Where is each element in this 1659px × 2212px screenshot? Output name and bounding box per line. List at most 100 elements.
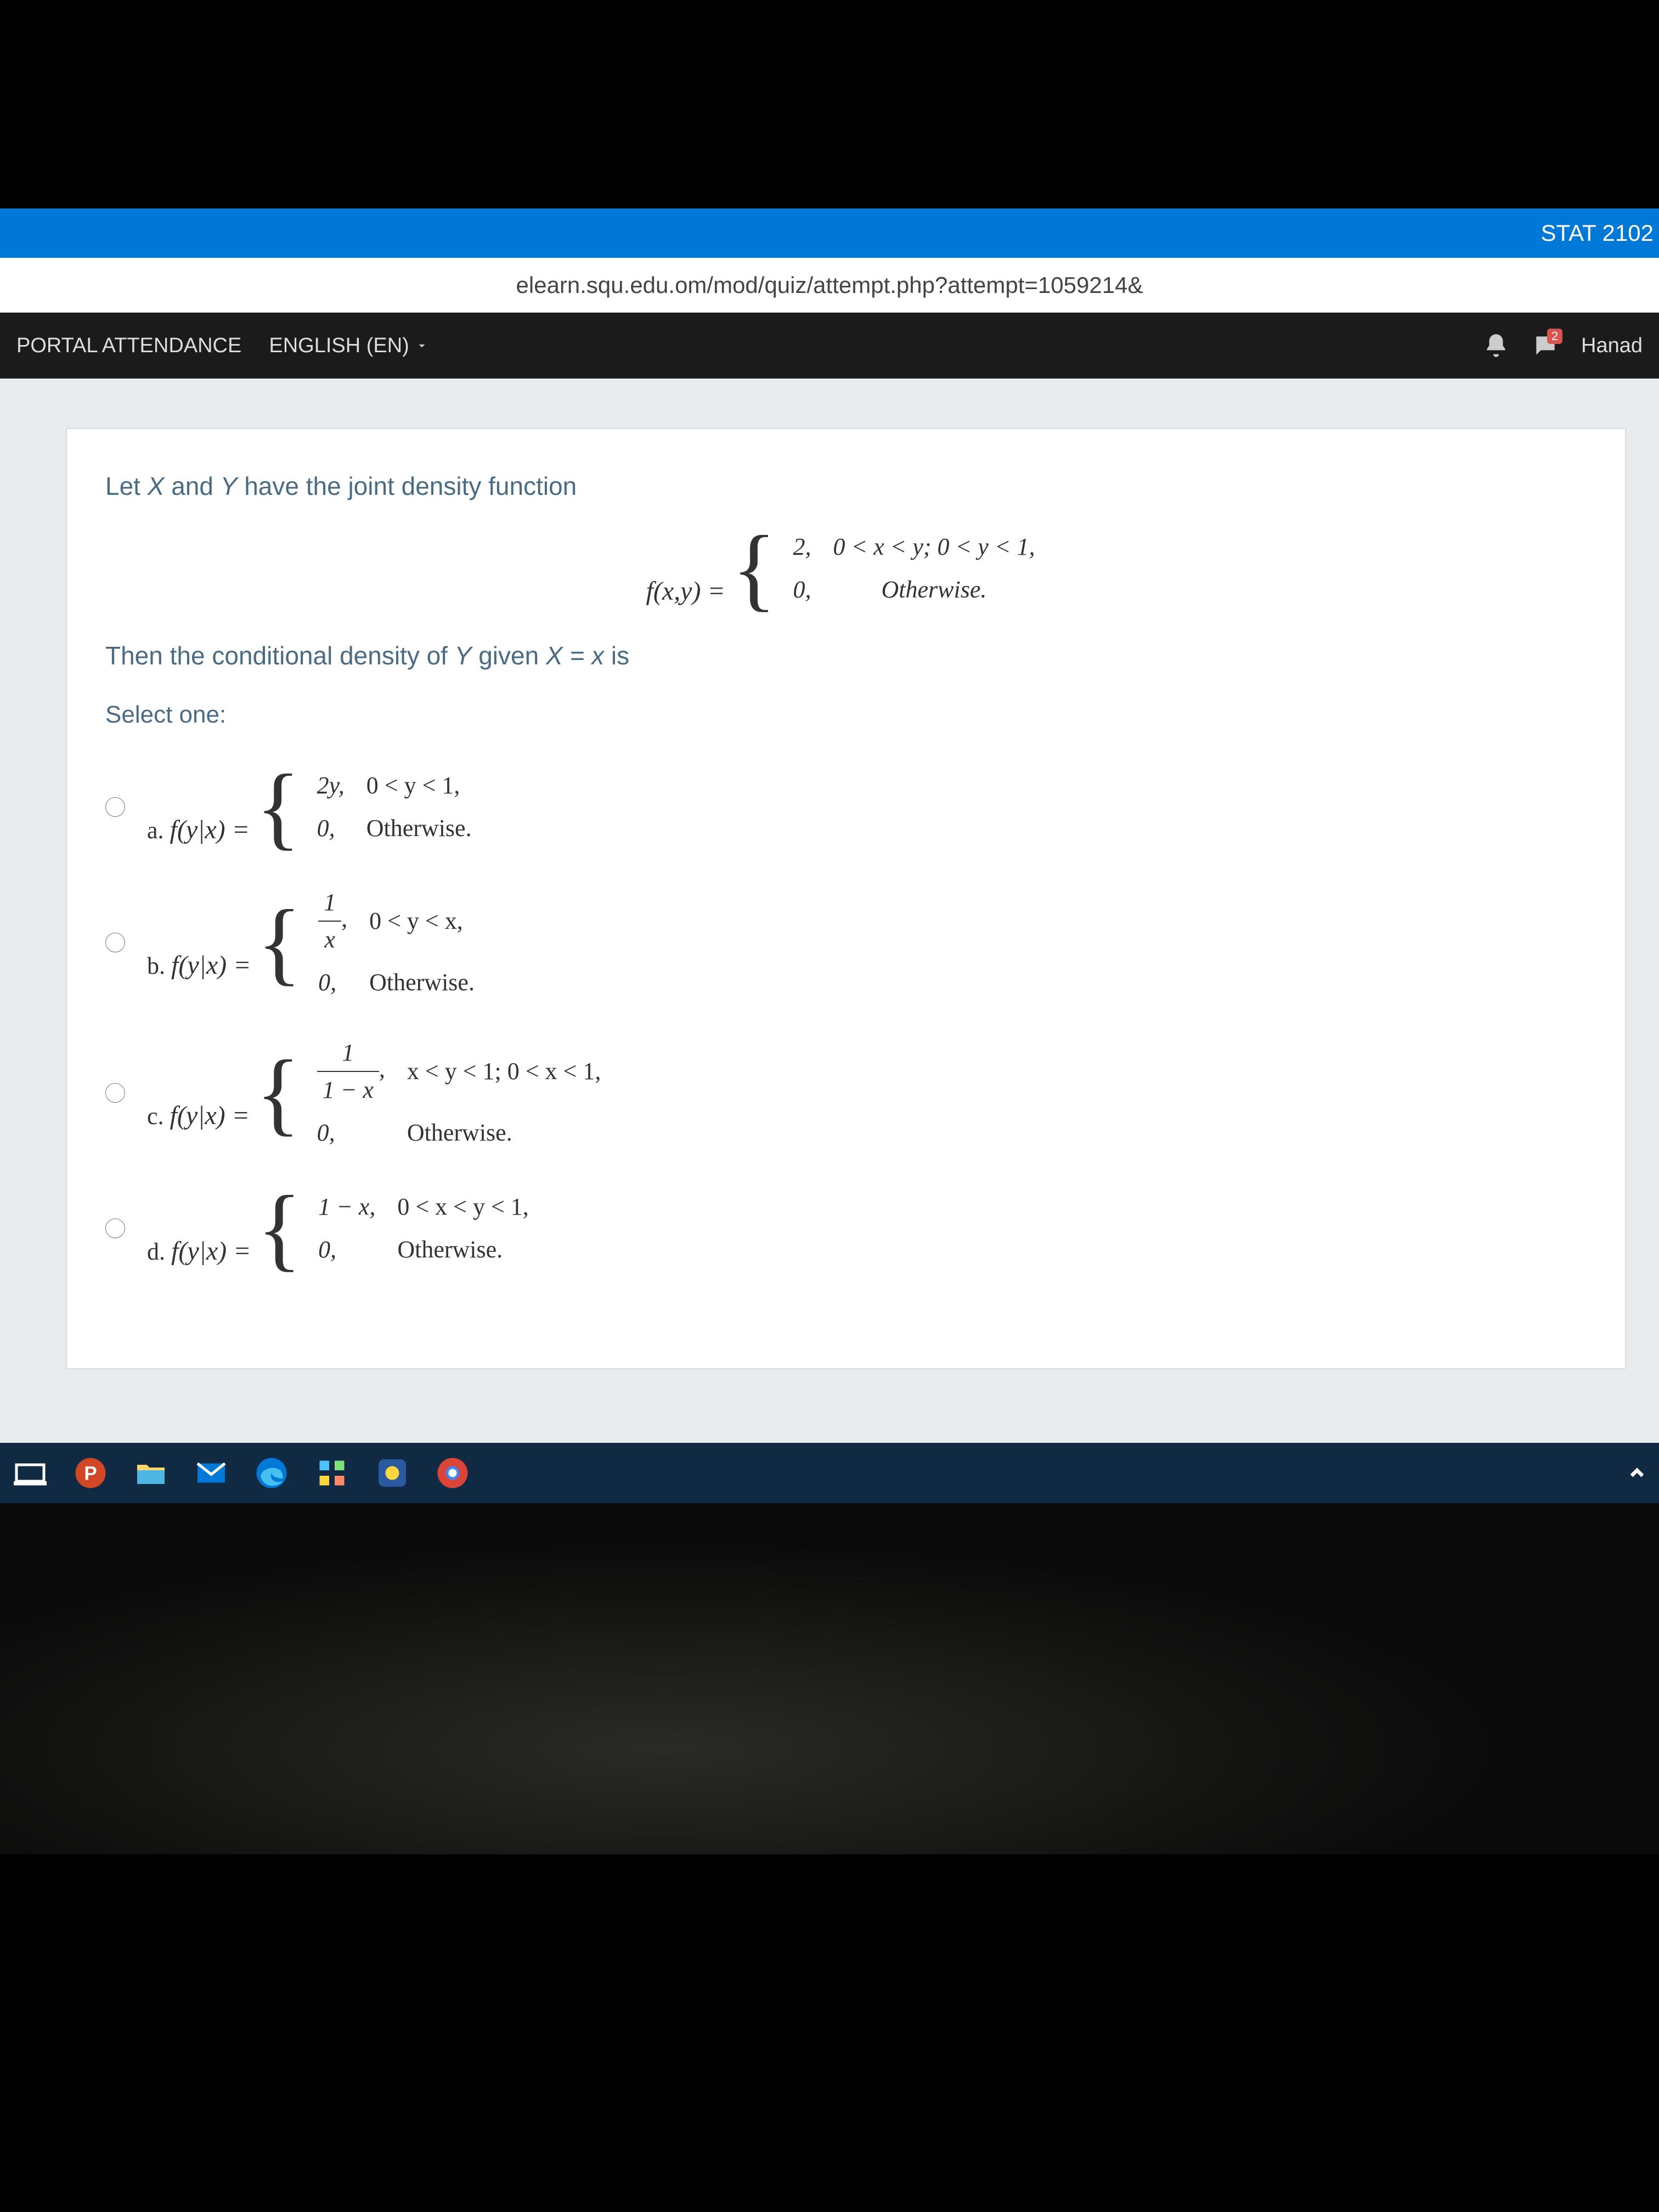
chevron-down-icon xyxy=(415,338,429,353)
tray-expand[interactable] xyxy=(1626,1462,1648,1484)
address-url: elearn.squ.edu.om/mod/quiz/attempt.php?a… xyxy=(516,272,1143,298)
edge-icon xyxy=(255,1457,288,1489)
address-bar[interactable]: elearn.squ.edu.om/mod/quiz/attempt.php?a… xyxy=(0,258,1659,313)
app-icon xyxy=(376,1457,409,1489)
r1c: x < y < 1; 0 < x < 1, xyxy=(396,1031,612,1111)
option-b-content: b. f(y|x) = { 1x, 0 < y < x, 0,Otherwise… xyxy=(147,881,486,1004)
question-intro: Let X and Y have the joint density funct… xyxy=(105,467,1587,505)
joint-density-equation: f(x,y) = { 2,0 < x < y; 0 < y < 1, 0,Oth… xyxy=(105,522,1587,615)
taskbar-app-settings[interactable] xyxy=(313,1454,351,1492)
r1v: 2y, xyxy=(306,764,356,807)
nav-portal-attendance[interactable]: PORTAL ATTENDANCE xyxy=(16,334,241,358)
r1c: 0 < x < y < 1, xyxy=(386,1186,539,1228)
option-c-radio[interactable] xyxy=(105,1083,125,1103)
case1-val: 2, xyxy=(782,526,822,568)
opt-lhs: f(y|x) = xyxy=(170,815,250,844)
den: x xyxy=(318,922,341,958)
opt-letter: c. xyxy=(147,1103,164,1130)
opt-letter: b. xyxy=(147,952,165,979)
text: and xyxy=(164,472,220,500)
option-c[interactable]: c. f(y|x) = { 11 − x, x < y < 1; 0 < x <… xyxy=(105,1031,1587,1154)
messages-badge: 2 xyxy=(1547,329,1562,344)
taskbar-app-edge[interactable] xyxy=(252,1454,291,1492)
num: 1 xyxy=(317,1035,379,1072)
option-a[interactable]: a. f(y|x) = { 2y,0 < y < 1, 0,Otherwise. xyxy=(105,760,1587,854)
option-b[interactable]: b. f(y|x) = { 1x, 0 < y < x, 0,Otherwise… xyxy=(105,881,1587,1004)
case1-cond: 0 < x < y; 0 < y < 1, xyxy=(822,526,1046,568)
text: have the joint density function xyxy=(237,472,577,500)
task-view-icon xyxy=(14,1457,47,1489)
chrome-icon xyxy=(436,1457,469,1489)
option-d[interactable]: d. f(y|x) = { 1 − x,0 < x < y < 1, 0,Oth… xyxy=(105,1182,1587,1275)
den: 1 − x xyxy=(317,1072,379,1108)
below-monitor-area xyxy=(0,1503,1659,1854)
text: given xyxy=(471,641,546,670)
r2c: Otherwise. xyxy=(356,807,483,850)
chevron-up-icon xyxy=(1626,1462,1648,1484)
text: Then the conditional density of xyxy=(105,641,455,670)
bell-icon xyxy=(1482,332,1510,359)
r1v: 1x, xyxy=(307,881,358,961)
option-b-radio[interactable] xyxy=(105,933,125,952)
var-xeq: X = x xyxy=(546,641,604,670)
text: is xyxy=(604,641,629,670)
opt-lhs: f(y|x) = xyxy=(171,1237,251,1266)
taskbar-app-mail[interactable] xyxy=(192,1454,230,1492)
nav-language-selector[interactable]: ENGLISH (EN) xyxy=(269,334,428,358)
mail-icon xyxy=(195,1457,228,1489)
r1c: 0 < y < x, xyxy=(358,881,486,961)
messages-button[interactable]: 2 xyxy=(1532,332,1559,359)
option-c-content: c. f(y|x) = { 11 − x, x < y < 1; 0 < x <… xyxy=(147,1031,612,1154)
r1v: 11 − x, xyxy=(306,1031,396,1111)
option-a-content: a. f(y|x) = { 2y,0 < y < 1, 0,Otherwise. xyxy=(147,760,483,854)
option-a-radio[interactable] xyxy=(105,797,125,817)
r1c: 0 < y < 1, xyxy=(356,764,483,807)
r2v: 0, xyxy=(307,961,358,1004)
folder-icon xyxy=(134,1457,167,1489)
r1v: 1 − x, xyxy=(307,1186,386,1228)
var-y: Y xyxy=(221,472,238,500)
question-card: Let X and Y have the joint density funct… xyxy=(66,428,1626,1369)
nav-username[interactable]: Hanad xyxy=(1581,334,1643,358)
r2c: Otherwise. xyxy=(386,1228,539,1271)
r2v: 0, xyxy=(306,807,356,850)
window-titlebar: STAT 2102 xyxy=(0,208,1659,258)
opt-lhs: f(y|x) = xyxy=(170,1101,250,1130)
case2-val: 0, xyxy=(782,568,822,611)
r2c: Otherwise. xyxy=(396,1111,612,1154)
eq-cases: { 2,0 < x < y; 0 < y < 1, 0,Otherwise. xyxy=(732,522,1046,615)
option-d-radio[interactable] xyxy=(105,1218,125,1238)
question-then: Then the conditional density of Y given … xyxy=(105,637,1587,675)
comma: , xyxy=(379,1056,385,1082)
windows-taskbar: P xyxy=(0,1443,1659,1503)
nav-language-label: ENGLISH (EN) xyxy=(269,334,409,358)
option-d-content: d. f(y|x) = { 1 − x,0 < x < y < 1, 0,Oth… xyxy=(147,1182,540,1275)
nav-right-cluster: 2 Hanad xyxy=(1482,332,1643,359)
powerpoint-icon: P xyxy=(74,1457,107,1489)
text: Let xyxy=(105,472,148,500)
var-y2: Y xyxy=(455,641,472,670)
r2v: 0, xyxy=(306,1111,396,1154)
taskbar-app-file-explorer[interactable] xyxy=(132,1454,170,1492)
monitor-viewport: STAT 2102 elearn.squ.edu.om/mod/quiz/att… xyxy=(0,208,1659,1854)
r2c: Otherwise. xyxy=(358,961,486,1004)
taskbar-tray xyxy=(1626,1462,1648,1484)
gear-grid-icon xyxy=(315,1457,348,1489)
task-view-button[interactable] xyxy=(11,1454,49,1492)
case2-cond: Otherwise. xyxy=(822,568,1046,611)
window-title: STAT 2102 xyxy=(1541,220,1654,246)
opt-letter: d. xyxy=(147,1238,165,1265)
eq-lhs: f(x,y) = xyxy=(646,577,725,606)
num: 1 xyxy=(318,884,341,922)
taskbar-app-chrome[interactable] xyxy=(433,1454,472,1492)
taskbar-app-powerpoint[interactable]: P xyxy=(71,1454,110,1492)
lms-top-nav: PORTAL ATTENDANCE ENGLISH (EN) 2 Hanad xyxy=(0,313,1659,379)
opt-lhs: f(y|x) = xyxy=(171,951,251,980)
opt-letter: a. xyxy=(147,817,164,844)
taskbar-app-unknown-1[interactable] xyxy=(373,1454,411,1492)
r2v: 0, xyxy=(307,1228,386,1271)
svg-text:P: P xyxy=(84,1463,97,1485)
notifications-bell[interactable] xyxy=(1482,332,1510,359)
var-x: X xyxy=(148,472,165,500)
select-one-label: Select one: xyxy=(105,697,1587,733)
